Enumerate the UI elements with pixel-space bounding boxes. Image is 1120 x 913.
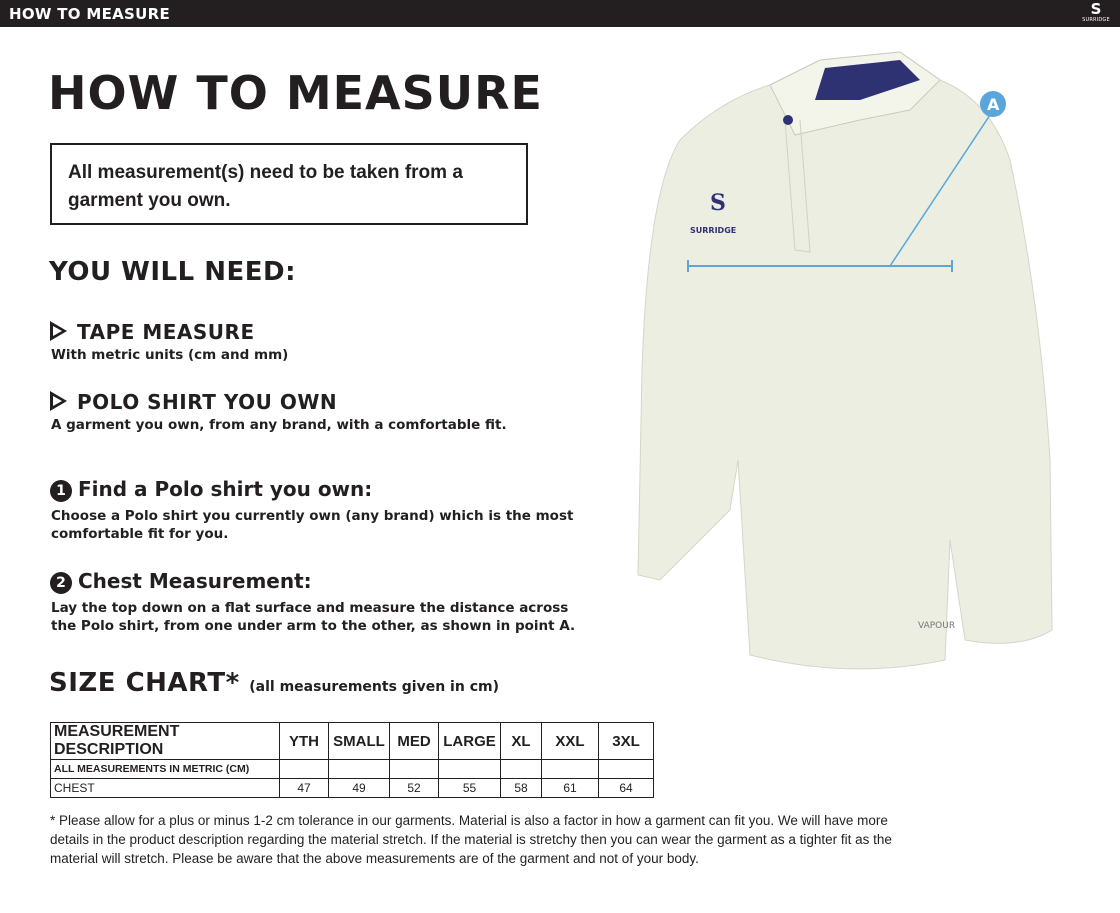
- pointer-line: [889, 114, 991, 267]
- metric-cell: ALL MEASUREMENTS IN METRIC (CM): [50, 759, 280, 779]
- chest-cell: 49: [328, 778, 390, 798]
- shirt-body: [637, 51, 1053, 670]
- header-cell: SMALL: [328, 722, 390, 760]
- triangle-icon: [50, 391, 67, 411]
- size-chart-heading: SIZE CHART*: [49, 668, 240, 698]
- point-a-marker: [980, 91, 1006, 117]
- step-desc: Choose a Polo shirt you currently own (a…: [51, 508, 574, 542]
- need-desc: A garment you own, from any brand, with …: [51, 417, 507, 433]
- chest-cell: 55: [438, 778, 501, 798]
- size-chart-subtitle: (all measurements given in cm): [249, 679, 499, 695]
- header-cell: MED: [389, 722, 439, 760]
- need-desc: With metric units (cm and mm): [51, 347, 289, 363]
- sleeve-text: VAPOUR: [918, 621, 955, 631]
- step-2: 2 Chest Measurement:: [50, 569, 312, 594]
- step-desc: Lay the top down on a flat surface and m…: [51, 600, 576, 634]
- table-header-row: MEASUREMENT DESCRIPTION YTH SMALL MED LA…: [50, 722, 654, 760]
- need-title: POLO SHIRT YOU OWN: [77, 390, 338, 414]
- brand-mark: S: [1090, 0, 1102, 18]
- chest-label: CHEST: [50, 778, 280, 798]
- need-item-tape: TAPE MEASURE: [50, 320, 255, 344]
- shirt-logo: SURRIDGE: [690, 226, 736, 235]
- brand-logo: S SURRIDGE: [1076, 2, 1116, 26]
- need-title: TAPE MEASURE: [77, 320, 255, 344]
- step-number-icon: 1: [50, 480, 72, 502]
- step-number-icon: 2: [50, 572, 72, 594]
- placket: [784, 119, 811, 253]
- step-title: Chest Measurement:: [78, 569, 312, 593]
- step-title: Find a Polo shirt you own:: [78, 477, 373, 501]
- top-bar-title: HOW TO MEASURE: [9, 5, 171, 23]
- header-cell: XL: [500, 722, 542, 760]
- chest-cell: 47: [279, 778, 329, 798]
- button: [783, 115, 793, 125]
- top-bar: [0, 0, 1120, 27]
- chest-cell: 64: [598, 778, 654, 798]
- need-item-polo: POLO SHIRT YOU OWN: [50, 390, 337, 414]
- size-chart-title: SIZE CHART* (all measurements given in c…: [49, 668, 499, 698]
- header-cell: LARGE: [438, 722, 501, 760]
- header-cell: 3XL: [598, 722, 654, 760]
- shirt-image: S SURRIDGE VAPOUR A: [637, 51, 1053, 670]
- footnote: * Please allow for a plus or minus 1-2 c…: [50, 813, 892, 866]
- collar-trim: [815, 60, 920, 100]
- chest-cell: 61: [541, 778, 599, 798]
- triangle-icon: [50, 321, 67, 341]
- step-1: 1 Find a Polo shirt you own:: [50, 477, 372, 502]
- you-will-need-heading: YOU WILL NEED:: [49, 257, 296, 287]
- header-cell: YTH: [279, 722, 329, 760]
- note-text: All measurement(s) need to be taken from…: [68, 162, 463, 211]
- table-row: CHEST 47 49 52 55 58 61 64: [50, 778, 654, 798]
- table-row: ALL MEASUREMENTS IN METRIC (CM): [50, 759, 654, 779]
- brand-name: SURRIDGE: [1082, 17, 1110, 23]
- page-title: HOW TO MEASURE: [48, 66, 543, 120]
- note-box: All measurement(s) need to be taken from…: [50, 143, 528, 225]
- size-table: MEASUREMENT DESCRIPTION YTH SMALL MED LA…: [50, 722, 654, 798]
- chest-cell: 52: [389, 778, 439, 798]
- header-cell: MEASUREMENT DESCRIPTION: [50, 722, 280, 760]
- point-a-label: A: [987, 95, 1000, 114]
- shirt-logo-mark: S: [710, 190, 726, 216]
- chest-cell: 58: [500, 778, 542, 798]
- header-cell: XXL: [541, 722, 599, 760]
